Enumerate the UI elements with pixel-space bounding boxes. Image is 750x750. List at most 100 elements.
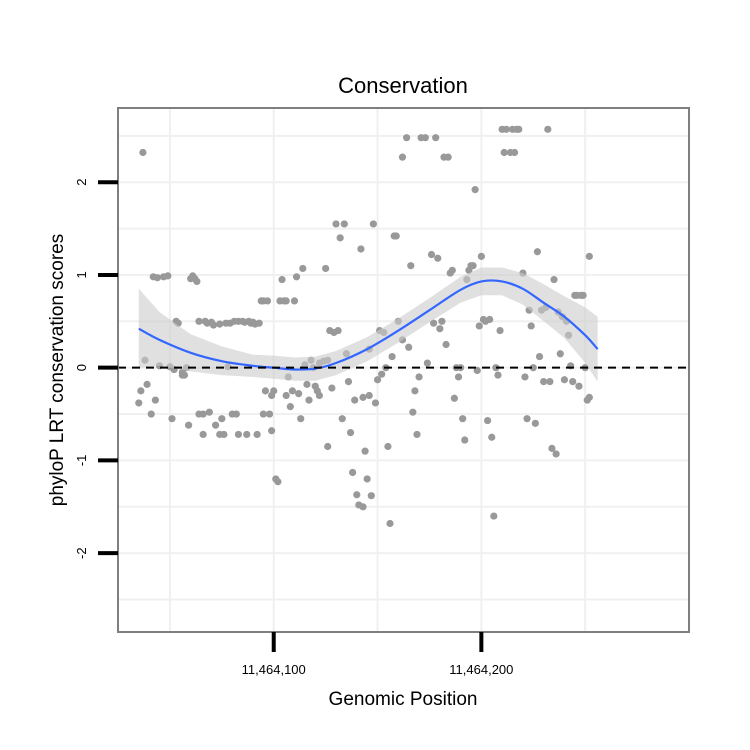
data-point (386, 519, 394, 528)
data-point (407, 262, 415, 270)
x-axis-label: Genomic Position (329, 689, 478, 710)
data-point (153, 274, 162, 282)
data-point (265, 410, 274, 418)
data-point (363, 475, 371, 483)
y-tick-label: -1 (74, 455, 89, 467)
data-point (253, 430, 261, 439)
confidence-band (138, 267, 598, 382)
data-point (434, 254, 442, 262)
data-point (180, 371, 189, 379)
y-tick-label: 1 (74, 271, 89, 278)
data-point (164, 272, 172, 280)
data-point (263, 297, 272, 305)
data-point (371, 399, 380, 407)
data-point (292, 273, 301, 281)
data-point (338, 415, 346, 423)
data-point (454, 373, 463, 381)
data-point (336, 234, 344, 242)
data-point (392, 232, 400, 240)
data-point (303, 380, 311, 388)
data-point (324, 442, 332, 451)
data-point (367, 492, 375, 500)
data-point (442, 340, 450, 349)
data-point (415, 373, 423, 381)
data-point (365, 391, 373, 400)
data-point (151, 396, 159, 404)
data-point (461, 436, 469, 444)
data-point (274, 478, 282, 486)
y-axis-label: phyloP LRT conservation scores (47, 234, 68, 507)
data-point (193, 277, 201, 286)
data-point (259, 410, 267, 418)
data-point (469, 262, 477, 270)
data-point (398, 153, 407, 161)
data-point (548, 444, 556, 452)
data-point (353, 491, 361, 499)
data-point (496, 326, 504, 335)
data-point (569, 377, 577, 386)
data-point (305, 396, 313, 404)
data-point (421, 134, 429, 142)
data-point (295, 390, 303, 398)
data-point (255, 319, 263, 327)
data-point (232, 410, 240, 418)
data-point (195, 317, 203, 325)
data-point (550, 275, 558, 284)
data-point (340, 220, 348, 228)
data-point (552, 450, 560, 458)
data-point (328, 384, 336, 392)
data-point (556, 350, 564, 358)
data-point (560, 376, 569, 384)
data-point (492, 364, 500, 372)
data-point (290, 297, 299, 305)
data-point (430, 319, 438, 327)
x-axis: 11,464,100 11,464,200 (242, 632, 513, 677)
data-point (315, 391, 324, 400)
data-point (427, 250, 436, 259)
data-point (199, 430, 207, 439)
data-point (413, 430, 421, 439)
data-point (585, 252, 593, 260)
data-point (139, 148, 147, 157)
data-point (500, 148, 508, 157)
data-point (432, 134, 440, 142)
data-point (444, 153, 452, 161)
data-point (297, 415, 305, 423)
data-point (216, 320, 224, 328)
data-point (261, 387, 270, 395)
data-point (531, 419, 539, 427)
data-point (471, 186, 479, 194)
data-point (359, 393, 367, 401)
data-point (585, 393, 593, 401)
data-point (184, 421, 193, 429)
data-point (332, 220, 340, 228)
y-axis: -2 -1 0 1 2 (74, 179, 118, 559)
x-tick-label: 11,464,200 (449, 662, 513, 677)
data-point (243, 430, 251, 439)
points (135, 125, 593, 528)
data-point (270, 387, 278, 395)
data-point (546, 377, 554, 386)
data-point (349, 468, 357, 477)
data-point (137, 387, 145, 395)
data-point (369, 220, 377, 228)
data-point (494, 371, 502, 379)
data-point (278, 275, 286, 284)
data-point (218, 415, 226, 423)
data-point (527, 322, 535, 330)
data-point (384, 442, 392, 451)
data-point (361, 447, 369, 455)
data-point (529, 364, 537, 372)
data-point (411, 387, 419, 395)
data-point (288, 387, 297, 395)
data-point (523, 415, 531, 423)
data-point (282, 391, 290, 400)
data-point (515, 125, 523, 133)
data-point (220, 430, 228, 439)
data-point (483, 416, 492, 425)
data-point (579, 291, 587, 299)
data-point (346, 429, 355, 437)
data-point (351, 396, 359, 404)
data-point (322, 264, 330, 273)
